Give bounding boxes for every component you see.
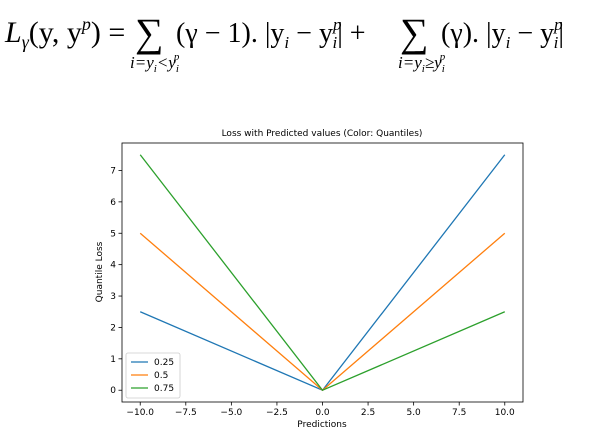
chart-title: Loss with Predicted values (Color: Quant… [222, 129, 423, 139]
superscript: p [553, 15, 563, 34]
formula-term: (γ − 1). |yi − yp i| + [176, 15, 366, 52]
subscript: i [422, 63, 425, 75]
subscript: i [554, 33, 559, 52]
y-tick-label: 4 [110, 261, 116, 271]
subscript: i [284, 33, 289, 52]
x-tick-label: −10.0 [126, 408, 154, 418]
text: | [558, 18, 564, 49]
text: i=y [398, 53, 422, 72]
x-tick-label: 0.0 [315, 408, 330, 418]
y-tick-label: 1 [110, 355, 116, 365]
y-axis-label: Quantile Loss [95, 241, 105, 302]
text: − y [289, 18, 333, 49]
y-tick-label: 2 [110, 323, 116, 333]
subscript: γ [22, 32, 30, 52]
text: (γ − 1). |y [176, 18, 284, 49]
formula-lhs: Lγ(y, yp) = [4, 14, 125, 52]
superscript: p [332, 15, 342, 34]
sum-sign: ∑ [400, 10, 429, 55]
x-tick-label: 10.0 [495, 408, 515, 418]
sum-range: i=yi≥yip [398, 51, 446, 75]
legend-box [125, 352, 181, 399]
subscript: i [332, 33, 337, 52]
text: ) = [91, 16, 125, 49]
sum-range: i=yi<yip [130, 51, 180, 75]
x-tick-label: −2.5 [266, 408, 288, 418]
legend-label: 0.75 [154, 384, 174, 394]
formula-term: (γ). |yi − yp i| [441, 15, 564, 52]
y-tick-label: 5 [110, 229, 116, 239]
x-tick-label: 2.5 [361, 408, 375, 418]
x-tick-label: 5.0 [406, 408, 421, 418]
y-tick-label: 7 [110, 166, 116, 176]
subscript: i [506, 33, 511, 52]
text: − y [510, 18, 554, 49]
y-tick-label: 3 [110, 292, 116, 302]
subscript: i [176, 63, 179, 75]
legend: 0.25 0.5 0.75 [125, 352, 181, 399]
superscript: p [80, 14, 91, 34]
x-tick-label: 7.5 [452, 408, 466, 418]
series-line [139, 154, 506, 392]
subscript: i [442, 63, 445, 75]
legend-label: 0.5 [154, 371, 168, 381]
x-axis-label: Predictions [297, 420, 347, 430]
x-tick-label: −7.5 [175, 408, 197, 418]
series-line [139, 232, 506, 392]
series-line [139, 154, 506, 392]
symbol: L [4, 16, 22, 49]
formula: Lγ(y, yp) = ∑ (γ − 1). |yi − yp i| + i=yi… [4, 10, 564, 75]
x-tick-label: −5.0 [220, 408, 242, 418]
y-tick-label: 0 [110, 386, 116, 396]
text: (γ). |y [441, 18, 506, 49]
plot-frame [121, 142, 524, 403]
subscript: i [154, 63, 157, 75]
superscript: p [173, 51, 180, 63]
text: <y [157, 53, 176, 72]
text: i=y [130, 53, 154, 72]
legend-label: 0.25 [154, 358, 174, 368]
text: (y, y [29, 16, 82, 49]
text: ≥y [425, 53, 442, 72]
y-tick-label: 6 [110, 198, 116, 208]
sum-sign: ∑ [135, 10, 164, 55]
text: | + [337, 18, 365, 49]
superscript: p [439, 51, 446, 63]
